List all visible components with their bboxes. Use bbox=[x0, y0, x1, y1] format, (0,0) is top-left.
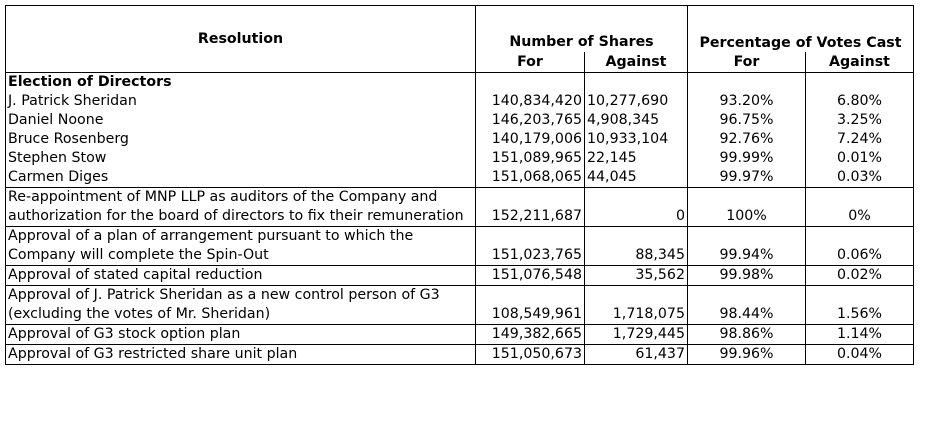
shares-for-value: 108,549,961 bbox=[475, 285, 585, 325]
table-row: Approval of G3 restricted share unit pla… bbox=[5, 344, 914, 365]
pct-against-value: 3.25% bbox=[805, 111, 914, 130]
pct-for-value: 98.44% bbox=[687, 285, 806, 325]
shares-against-value: 0 bbox=[584, 187, 688, 227]
shares-for-value: 140,834,420 bbox=[475, 92, 585, 111]
pct-for-value: 99.99% bbox=[687, 149, 806, 168]
shares-for-value: 151,089,965 bbox=[475, 149, 585, 168]
pct-for-value: 98.86% bbox=[687, 324, 806, 345]
resolution-label: Bruce Rosenberg bbox=[5, 130, 476, 149]
resolution-label: Approval of J. Patrick Sheridan as a new… bbox=[5, 285, 476, 325]
shares-for-value: 151,023,765 bbox=[475, 226, 585, 266]
pct-against-value: 6.80% bbox=[805, 92, 914, 111]
pct-against-value: 0.06% bbox=[805, 226, 914, 266]
resolution-label: J. Patrick Sheridan bbox=[5, 92, 476, 111]
resolution-label: Stephen Stow bbox=[5, 149, 476, 168]
resolution-label: Daniel Noone bbox=[5, 111, 476, 130]
shares-against-value: 35,562 bbox=[584, 265, 688, 286]
table-row: Carmen Diges 151,068,065 44,045 99.97% 0.03% bbox=[5, 168, 914, 188]
voting-results-table: Resolution Number of Shares Percentage o… bbox=[5, 5, 914, 365]
shares-for-value: 151,068,065 bbox=[475, 168, 585, 188]
table-row: Approval of J. Patrick Sheridan as a new… bbox=[5, 285, 914, 325]
pct-against-value: 0.04% bbox=[805, 344, 914, 365]
shares-for-value: 146,203,765 bbox=[475, 111, 585, 130]
pct-for-value: 92.76% bbox=[687, 130, 806, 149]
shares-against-value: 22,145 bbox=[584, 149, 688, 168]
shares-for-value: 149,382,665 bbox=[475, 324, 585, 345]
shares-for-value: 152,211,687 bbox=[475, 187, 585, 227]
table-row: Stephen Stow 151,089,965 22,145 99.99% 0.01% bbox=[5, 149, 914, 168]
section-election-of-directors: Election of Directors bbox=[5, 72, 476, 92]
shares-for-value: 140,179,006 bbox=[475, 130, 585, 149]
table-row: Daniel Noone 146,203,765 4,908,345 96.75% 3.… bbox=[5, 111, 914, 130]
pct-against-value: 7.24% bbox=[805, 130, 914, 149]
pct-against-value: 0% bbox=[805, 187, 914, 227]
pct-against-value: 1.14% bbox=[805, 324, 914, 345]
shares-for-value: 151,076,548 bbox=[475, 265, 585, 286]
header-number-of-shares: Number of Shares bbox=[475, 5, 688, 52]
resolution-label: Re-appointment of MNP LLP as auditors of… bbox=[5, 187, 476, 227]
header-pct-against: Against bbox=[805, 51, 914, 73]
pct-for-value: 99.94% bbox=[687, 226, 806, 266]
resolution-label: Approval of stated capital reduction bbox=[5, 265, 476, 286]
resolution-label: Approval of a plan of arrangement pursua… bbox=[5, 226, 476, 266]
pct-for-value: 93.20% bbox=[687, 92, 806, 111]
shares-against-value: 88,345 bbox=[584, 226, 688, 266]
shares-against-value: 61,437 bbox=[584, 344, 688, 365]
shares-against-value: 4,908,345 bbox=[584, 111, 688, 130]
pct-for-value: 100% bbox=[687, 187, 806, 227]
pct-for-value: 99.97% bbox=[687, 168, 806, 188]
resolution-label: Carmen Diges bbox=[5, 168, 476, 188]
resolution-label: Approval of G3 restricted share unit pla… bbox=[5, 344, 476, 365]
header-resolution: Resolution bbox=[5, 5, 476, 73]
shares-against-value: 44,045 bbox=[584, 168, 688, 188]
table-row: Approval of stated capital reduction 151,… bbox=[5, 265, 914, 286]
table-row: Approval of G3 stock option plan 149,382,… bbox=[5, 324, 914, 345]
pct-for-value: 99.98% bbox=[687, 265, 806, 286]
pct-against-value: 0.02% bbox=[805, 265, 914, 286]
shares-for-value: 151,050,673 bbox=[475, 344, 585, 365]
pct-for-value: 96.75% bbox=[687, 111, 806, 130]
shares-against-value: 10,277,690 bbox=[584, 92, 688, 111]
pct-against-value: 0.01% bbox=[805, 149, 914, 168]
results-body: J. Patrick Sheridan 140,834,420 10,277,690… bbox=[5, 92, 914, 365]
pct-for-value: 99.96% bbox=[687, 344, 806, 365]
header-percentage-of-votes: Percentage of Votes Cast bbox=[687, 5, 914, 52]
pct-against-value: 0.03% bbox=[805, 168, 914, 188]
header-shares-for: For bbox=[475, 51, 585, 73]
table-row: Re-appointment of MNP LLP as auditors of… bbox=[5, 187, 914, 227]
shares-against-value: 10,933,104 bbox=[584, 130, 688, 149]
header-shares-against: Against bbox=[584, 51, 688, 73]
table-row: Bruce Rosenberg 140,179,006 10,933,104 92.7… bbox=[5, 130, 914, 149]
table-row: Approval of a plan of arrangement pursua… bbox=[5, 226, 914, 266]
pct-against-value: 1.56% bbox=[805, 285, 914, 325]
shares-against-value: 1,718,075 bbox=[584, 285, 688, 325]
header-pct-for: For bbox=[687, 51, 806, 73]
shares-against-value: 1,729,445 bbox=[584, 324, 688, 345]
resolution-label: Approval of G3 stock option plan bbox=[5, 324, 476, 345]
table-row: J. Patrick Sheridan 140,834,420 10,277,690… bbox=[5, 92, 914, 111]
